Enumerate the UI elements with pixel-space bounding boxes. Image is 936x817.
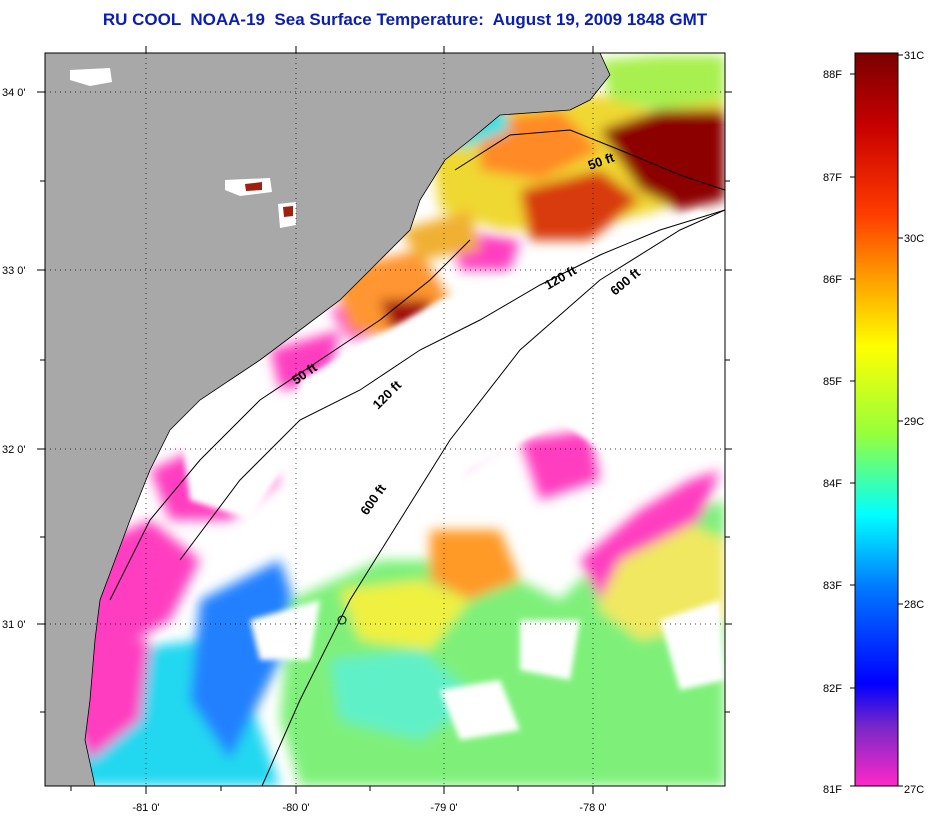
contour-50ft	[109, 129, 725, 601]
map-plot-area: 50 ft 120 ft 600 ft 50 ft 120 ft 600 ft	[45, 53, 725, 786]
map-title: RU COOL NOAA-19 Sea Surface Temperature:…	[102, 10, 708, 29]
lat-label: 33 0'	[2, 265, 26, 277]
lake	[70, 68, 112, 86]
land-mass	[45, 53, 611, 786]
contour-ring	[337, 615, 347, 625]
lake-warm	[245, 182, 262, 191]
lon-label: -81 0'	[132, 802, 159, 814]
colorbar-c-label: 31C	[904, 50, 924, 62]
cloud-patches	[180, 210, 725, 740]
colorbar-f-label: 82F	[823, 683, 842, 695]
contour-600ft	[261, 209, 725, 786]
lake-warm	[283, 206, 293, 217]
colorbar-f-label: 84F	[823, 478, 842, 490]
colorbar-f-label: 85F	[823, 376, 842, 388]
colorbar-c-label: 29C	[904, 416, 924, 428]
lon-label: -80 0'	[282, 802, 309, 814]
lon-label: -78 0'	[579, 802, 606, 814]
colorbar-f-label: 83F	[823, 580, 842, 592]
colorbar-f-label: 87F	[823, 172, 842, 184]
contour-120ft	[179, 209, 725, 561]
colorbar-c-label: 27C	[904, 784, 924, 796]
colorbar-f-label: 88F	[823, 69, 842, 81]
lat-label: 31 0'	[2, 619, 26, 631]
colorbar-f-label: 81F	[823, 784, 842, 796]
colorbar-f-label: 86F	[823, 274, 842, 286]
lon-label: -79 0'	[430, 802, 457, 814]
colorbar-c-label: 28C	[904, 599, 924, 611]
colorbar-c-label: 30C	[904, 233, 924, 245]
lat-label: 32 0'	[2, 444, 26, 456]
map-frame	[44, 52, 726, 787]
axis-ticks	[37, 46, 732, 794]
graticule	[45, 53, 725, 786]
colorbar-gradient	[854, 52, 899, 787]
lat-label: 34 0'	[2, 87, 26, 99]
colorbar: 88F 87F 86F 85F 84F 83F 82F 81F 31C 30C …	[823, 50, 924, 796]
